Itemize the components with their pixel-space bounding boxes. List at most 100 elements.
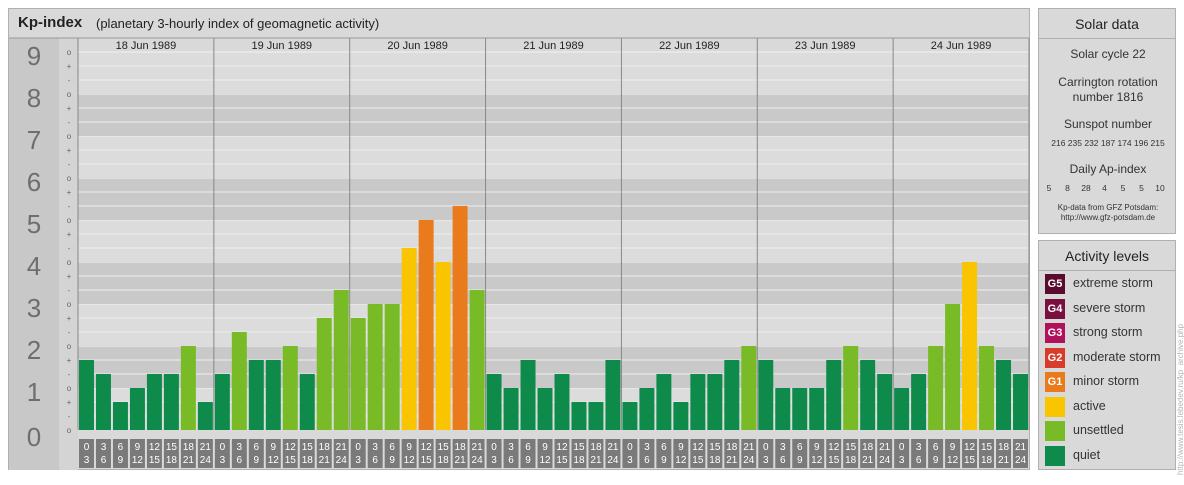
interval-end-label: 6 <box>780 455 786 466</box>
interval-label-cell <box>894 439 910 468</box>
kp-bar <box>350 317 366 430</box>
chart-subtitle: (planetary 3-hourly index of geomagnetic… <box>96 16 380 31</box>
interval-label-cell <box>588 439 604 468</box>
kp-bar <box>231 332 247 430</box>
interval-label-cell <box>1013 439 1028 468</box>
interval-end-label: 6 <box>916 455 922 466</box>
interval-label-cell <box>707 439 723 468</box>
minor-tick-column <box>59 38 78 470</box>
interval-end-label: 15 <box>964 455 976 466</box>
kp-bar <box>605 359 621 430</box>
interval-start-label: 15 <box>709 442 721 453</box>
minor-tick-mark: + <box>67 314 72 323</box>
y-tick-label: 0 <box>27 422 41 452</box>
interval-label-cell <box>775 439 791 468</box>
minor-tick-mark: o <box>67 342 72 351</box>
interval-start-label: 6 <box>254 442 260 453</box>
interval-start-label: 21 <box>879 442 891 453</box>
kp-bar <box>860 359 876 430</box>
kp-bar <box>775 388 791 430</box>
interval-label-cell <box>231 439 247 468</box>
y-tick-label: 6 <box>27 167 41 197</box>
interval-end-label: 3 <box>627 455 633 466</box>
kp-bar <box>180 346 196 430</box>
interval-start-label: 12 <box>421 442 433 453</box>
interval-label-cell <box>962 439 978 468</box>
interval-label-cell <box>112 439 128 468</box>
interval-label-cell <box>248 439 264 468</box>
interval-end-label: 6 <box>372 455 378 466</box>
activity-level-swatch: G1 <box>1045 372 1065 392</box>
day-label: 18 Jun 1989 <box>116 40 177 52</box>
interval-end-label: 3 <box>355 455 361 466</box>
day-label: 23 Jun 1989 <box>795 40 856 52</box>
interval-end-label: 21 <box>183 455 195 466</box>
interval-end-label: 21 <box>726 455 738 466</box>
interval-start-label: 18 <box>319 442 331 453</box>
interval-label-cell <box>418 439 434 468</box>
interval-start-label: 21 <box>607 442 619 453</box>
activity-level-item: G5 extreme storm <box>1045 274 1175 294</box>
interval-label-cell <box>945 439 961 468</box>
ap-index-value: 28 <box>1081 183 1091 193</box>
kp-band <box>78 94 1029 136</box>
kp-bar <box>724 359 740 430</box>
interval-start-label: 0 <box>84 442 90 453</box>
interval-start-label: 18 <box>455 442 467 453</box>
interval-end-label: 9 <box>389 455 395 466</box>
kp-bar <box>79 359 94 430</box>
interval-start-label: 6 <box>797 442 803 453</box>
interval-start-label: 15 <box>166 442 178 453</box>
interval-label-cell <box>214 439 230 468</box>
y-tick-label: 7 <box>27 125 41 155</box>
interval-end-label: 9 <box>797 455 803 466</box>
y-tick-label: 9 <box>27 41 41 71</box>
interval-label-cell <box>452 439 468 468</box>
activity-level-item: G2 moderate storm <box>1045 347 1175 368</box>
activity-level-item: active <box>1045 396 1175 417</box>
minor-tick-mark: - <box>68 244 71 253</box>
y-axis-column <box>9 38 59 470</box>
interval-label-cell <box>809 439 825 468</box>
kp-bar <box>741 346 757 430</box>
kp-bar <box>299 374 315 430</box>
activity-level-swatch: G4 <box>1045 298 1065 319</box>
interval-start-label: 3 <box>508 442 514 453</box>
interval-label-cell <box>979 439 995 468</box>
minor-tick-mark: + <box>67 146 72 155</box>
credit-watermark: http://www.tesis.lebedev.ru/kp_archive.p… <box>1176 324 1184 485</box>
interval-start-label: 9 <box>678 442 684 453</box>
activity-level-label: unsettled <box>1073 423 1124 437</box>
interval-label-cell <box>656 439 672 468</box>
interval-label-cell <box>486 439 502 468</box>
kp-bar <box>979 346 995 430</box>
interval-label-cell <box>571 439 587 468</box>
interval-start-label: 21 <box>336 442 348 453</box>
kp-bar <box>146 374 162 430</box>
interval-start-label: 15 <box>573 442 585 453</box>
kp-bar <box>809 388 825 430</box>
kp-bar <box>452 206 468 430</box>
interval-end-label: 12 <box>404 455 416 466</box>
interval-end-label: 3 <box>220 455 226 466</box>
activity-level-label: minor storm <box>1073 374 1139 388</box>
activity-level-item: G1 minor storm <box>1045 372 1175 392</box>
kp-bar <box>877 374 893 430</box>
interval-label-cell <box>690 439 706 468</box>
interval-end-label: 18 <box>166 455 178 466</box>
interval-end-label: 6 <box>508 455 514 466</box>
interval-start-label: 9 <box>271 442 277 453</box>
interval-start-label: 18 <box>998 442 1010 453</box>
interval-label-cell <box>843 439 859 468</box>
interval-start-label: 15 <box>845 442 857 453</box>
interval-label-cell <box>996 439 1012 468</box>
kp-bar <box>656 374 672 430</box>
minor-tick-mark: o <box>67 48 72 57</box>
interval-end-label: 15 <box>556 455 568 466</box>
interval-end-label: 12 <box>539 455 551 466</box>
chart-title: Kp-index <box>18 14 83 31</box>
kp-band <box>78 178 1029 220</box>
interval-end-label: 15 <box>421 455 433 466</box>
kp-bar <box>758 359 774 430</box>
interval-start-label: 18 <box>183 442 195 453</box>
